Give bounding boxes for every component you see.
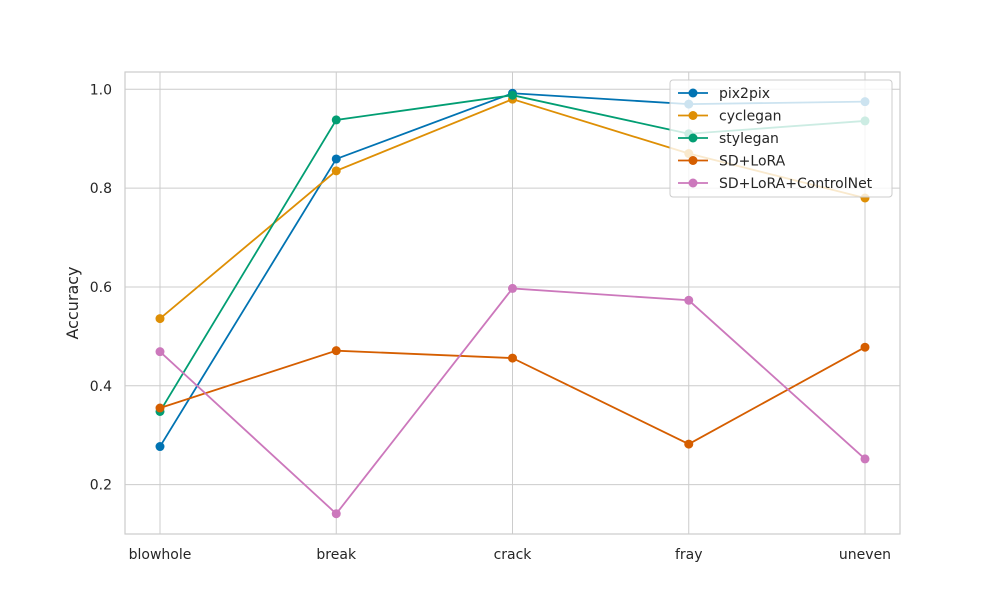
data-point [155, 442, 165, 452]
data-point [155, 314, 165, 324]
y-tick-label: 1.0 [90, 82, 112, 98]
y-tick-labels: 0.2 0.4 0.6 0.8 1.0 [90, 82, 112, 493]
legend-item: pix2pix [678, 86, 770, 102]
data-point [331, 115, 341, 125]
x-tick-label: crack [494, 547, 533, 563]
data-point [331, 346, 341, 356]
legend-label: SD+LoRA [719, 154, 786, 170]
x-tick-label: fray [675, 547, 703, 563]
legend-marker [688, 111, 698, 120]
y-tick-label: 0.8 [90, 181, 112, 197]
x-tick-label: uneven [839, 547, 891, 563]
x-tick-labels: blowhole break crack fray uneven [129, 547, 891, 563]
data-point [860, 454, 870, 464]
legend-marker [688, 88, 698, 98]
data-point [331, 154, 341, 164]
legend-label: stylegan [719, 131, 779, 147]
data-point [860, 342, 870, 352]
data-point [331, 509, 341, 519]
legend-box [669, 79, 893, 198]
data-point [684, 439, 694, 449]
legend-item: SD+LoRA+ControlNet [678, 176, 873, 192]
legend-label: pix2pix [719, 86, 770, 102]
y-axis-label: Accuracy [63, 266, 82, 339]
y-tick-label: 0.6 [90, 280, 112, 296]
x-tick-label: blowhole [129, 547, 192, 563]
data-point [508, 90, 517, 100]
legend-marker [688, 133, 698, 143]
legend-label: SD+LoRA+ControlNet [719, 176, 873, 192]
data-point [155, 347, 165, 357]
data-point [508, 353, 517, 363]
series-SD+LoRA+ControlNet [155, 283, 870, 519]
legend-item: stylegan [678, 131, 779, 147]
legend-marker [688, 178, 698, 188]
plot-frame [124, 71, 901, 535]
legend-item: cyclegan [678, 109, 782, 125]
x-tick-label: break [316, 547, 357, 563]
legend-item: SD+LoRA [678, 154, 786, 170]
data-point [684, 295, 694, 305]
legend-marker [688, 156, 698, 165]
data-point [508, 283, 517, 293]
series-SD+LoRA [155, 342, 870, 449]
legend: pix2pix cyclegan stylegan SD+LoRA SD+LoRA+Co… [669, 79, 893, 198]
data-point [155, 403, 165, 413]
y-tick-label: 0.2 [90, 478, 112, 494]
legend-label: cyclegan [719, 109, 782, 125]
y-tick-label: 0.4 [90, 379, 112, 395]
data-point [331, 166, 341, 176]
